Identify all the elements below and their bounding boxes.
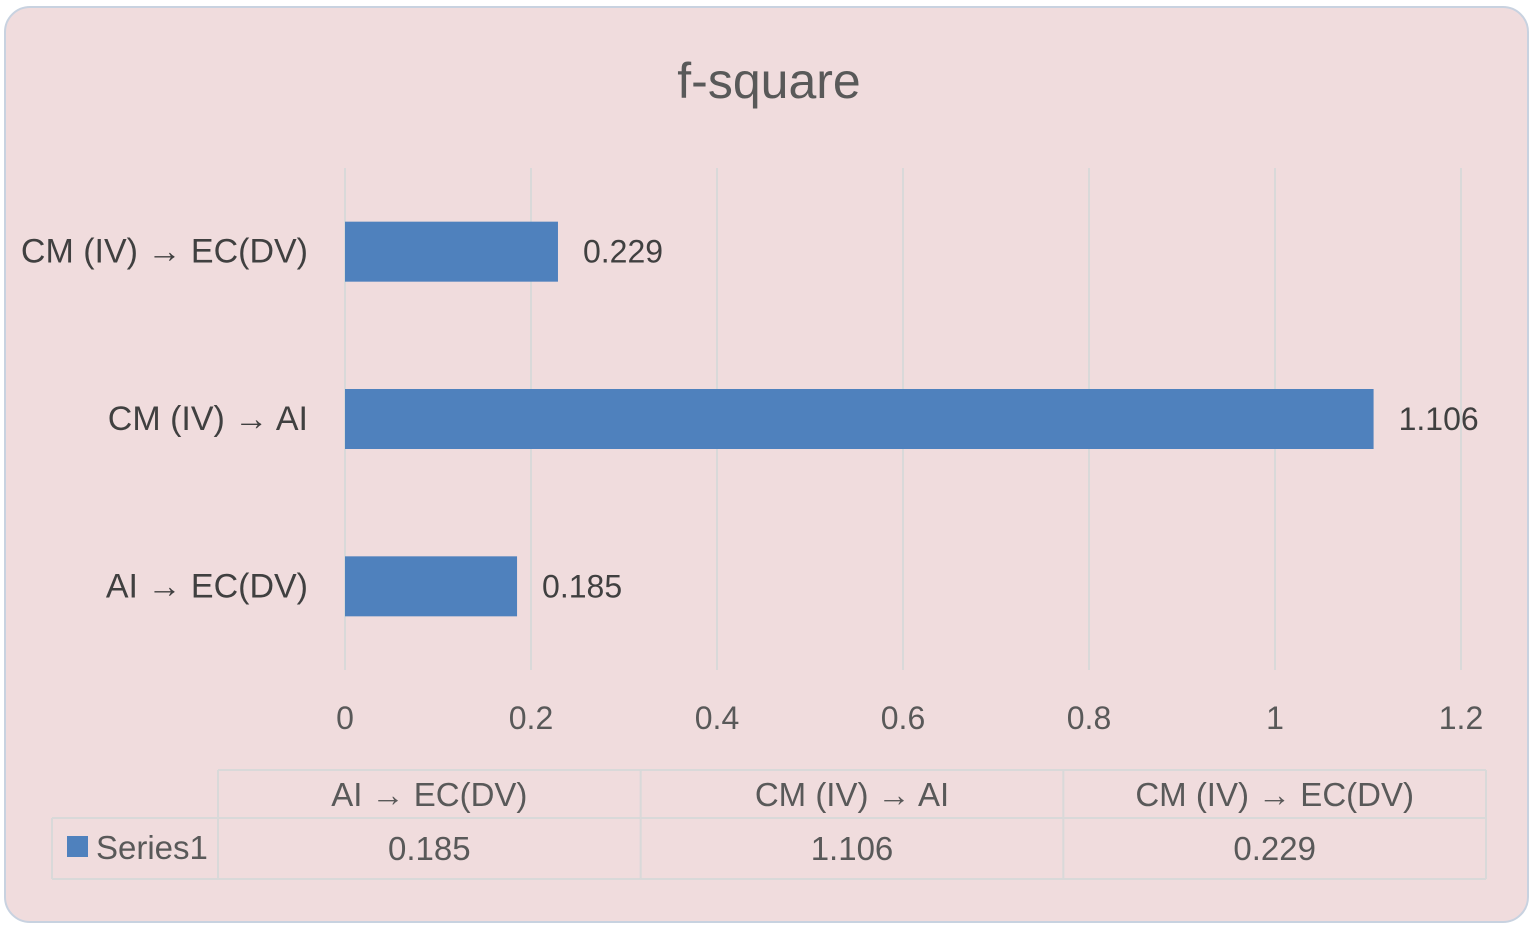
table-header-cell: CM (IV) → AI — [755, 776, 949, 813]
table-value-cell: 0.229 — [1233, 830, 1316, 867]
category-label: AI → EC(DV) — [106, 567, 308, 605]
data-label: 0.229 — [583, 234, 663, 270]
bars: 0.185 1.106 0.229 — [345, 221, 1479, 617]
category-label: CM (IV) → AI — [108, 400, 308, 438]
x-tick-label: 1.2 — [1439, 700, 1483, 736]
category-label: CM (IV) → EC(DV) — [21, 233, 308, 271]
bar — [345, 221, 558, 282]
x-axis-ticks: 0 0.2 0.4 0.6 0.8 1 1.2 — [336, 700, 1483, 736]
data-table: AI → EC(DV) 0.185 CM (IV) → AI 1.106 CM (IV)… — [51, 769, 1487, 880]
table-value-cell: 0.185 — [388, 830, 471, 867]
legend-label: Series1 — [96, 829, 208, 866]
table-header-cell: CM (IV) → EC(DV) — [1135, 776, 1414, 813]
bar-chart: f-square 0.185 1.106 0.229 AI → EC(DV) CM (… — [21, 53, 1487, 880]
legend-swatch — [67, 836, 88, 857]
x-tick-label: 1 — [1266, 700, 1284, 736]
data-label: 0.185 — [542, 568, 622, 604]
bar — [345, 389, 1374, 449]
x-tick-label: 0.8 — [1067, 700, 1111, 736]
x-tick-label: 0.4 — [695, 700, 739, 736]
table-header-cell: AI → EC(DV) — [331, 776, 527, 813]
category-labels: AI → EC(DV) CM (IV) → AI CM (IV) → EC(DV) — [21, 233, 308, 606]
bar — [345, 556, 518, 617]
x-tick-label: 0 — [336, 700, 354, 736]
x-tick-label: 0.2 — [509, 700, 553, 736]
x-tick-label: 0.6 — [881, 700, 925, 736]
data-label: 1.106 — [1399, 401, 1479, 437]
chart-title: f-square — [677, 53, 860, 109]
chart-frame: f-square 0.185 1.106 0.229 AI → EC(DV) CM (… — [4, 6, 1529, 923]
table-value-cell: 1.106 — [811, 830, 894, 867]
